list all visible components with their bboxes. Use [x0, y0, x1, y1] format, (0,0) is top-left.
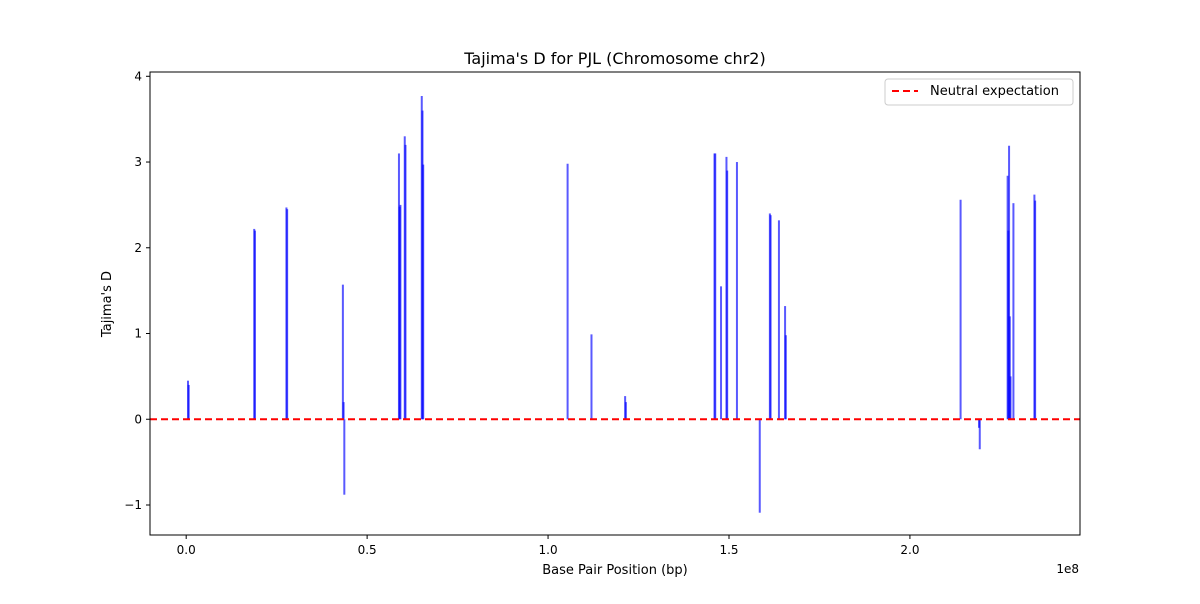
tajima-d-bar	[784, 335, 787, 420]
tajima-d-bar	[777, 220, 780, 420]
tajima-d-bar	[422, 164, 425, 420]
tajima-d-bar	[714, 153, 717, 420]
tajima-d-bar	[1008, 316, 1011, 420]
plot-frame	[149, 71, 1081, 536]
y-tick-label: 1	[134, 327, 142, 341]
tajima-d-bar	[253, 230, 256, 420]
tajima-d-bar	[726, 170, 729, 420]
tajima-d-bar	[566, 163, 569, 420]
tajima-d-bar	[187, 384, 190, 420]
x-tick-label: 1.5	[719, 543, 738, 557]
y-tick-label: −1	[124, 498, 142, 512]
tajima-d-bar	[769, 215, 772, 420]
tajima-d-bar	[1009, 376, 1012, 420]
tajima-d-bar	[341, 284, 344, 420]
legend-label: Neutral expectation	[930, 84, 1059, 99]
legend-box	[884, 78, 1074, 106]
tajima-d-bar	[758, 419, 761, 513]
x-axis-label: Base Pair Position (bp)	[542, 563, 688, 578]
x-axis-ticks: 0.0 0.5 1.0 1.5 2.0	[177, 535, 919, 557]
y-axis-ticks: −1 0 1 2 3 4	[124, 69, 150, 512]
y-tick-label: 2	[134, 241, 142, 255]
tajima-d-bar	[735, 162, 738, 420]
tajima-d-bar	[959, 199, 962, 420]
tajima-d-bar	[590, 334, 593, 420]
tajima-d-bar	[720, 286, 723, 420]
legend: Neutral expectation	[884, 78, 1074, 106]
chart-title: Tajima's D for PJL (Chromosome chr2)	[463, 49, 765, 68]
tajima-d-bar	[286, 209, 289, 420]
y-tick-label: 3	[134, 155, 142, 169]
x-tick-label: 0.0	[177, 543, 196, 557]
tajima-d-bar	[1012, 203, 1015, 420]
plot-area	[149, 71, 1081, 536]
tajima-d-bar	[399, 204, 402, 420]
tajima-d-bar	[342, 402, 345, 420]
x-axis-offset-label: 1e8	[1056, 562, 1079, 576]
y-tick-label: 4	[134, 69, 142, 83]
tajima-d-bar	[404, 144, 407, 420]
tajima-d-bar	[978, 419, 981, 450]
x-tick-label: 0.5	[358, 543, 377, 557]
x-tick-label: 1.0	[539, 543, 558, 557]
y-tick-label: 0	[134, 412, 142, 426]
x-tick-label: 2.0	[900, 543, 919, 557]
tajima-d-bar	[1008, 145, 1011, 420]
bars-layer	[187, 96, 1037, 513]
tajima-d-bar	[624, 402, 627, 420]
tajima-d-bar	[343, 419, 346, 495]
tajima-d-bar	[1034, 200, 1037, 420]
y-axis-label: Tajima's D	[100, 271, 115, 338]
